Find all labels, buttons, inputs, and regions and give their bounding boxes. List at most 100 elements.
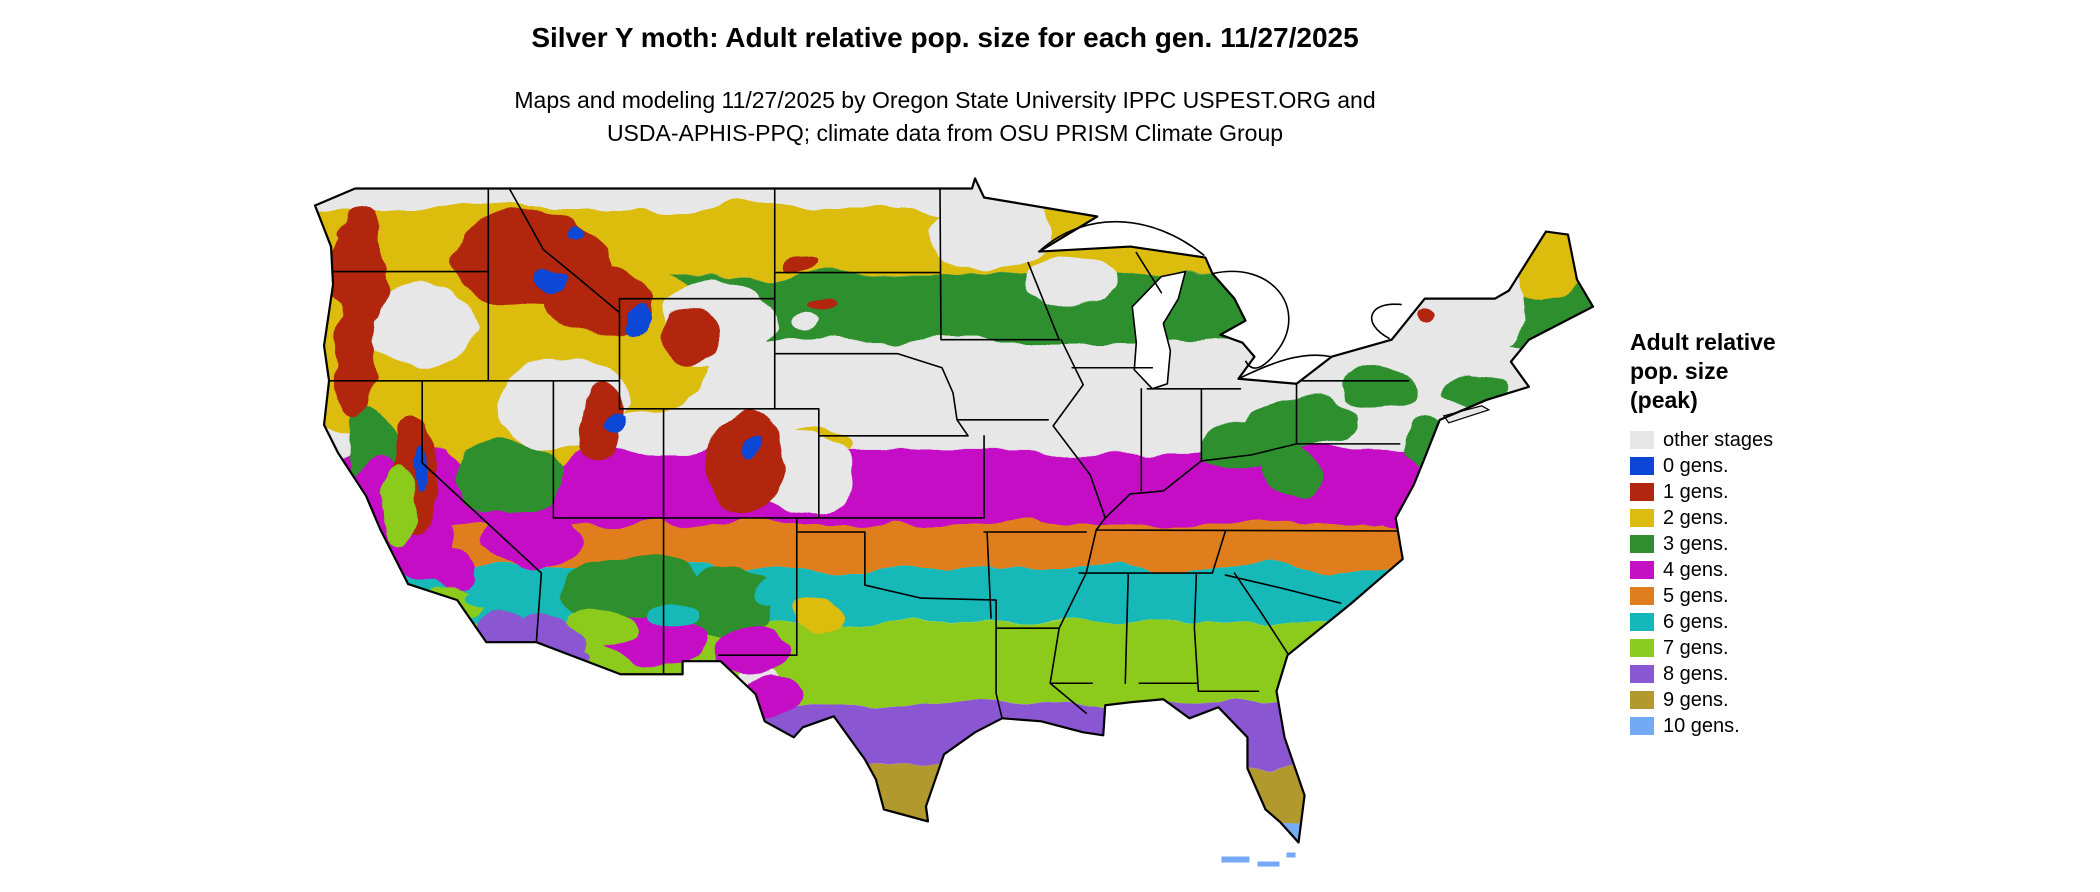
legend-row: 0 gens.: [1630, 453, 1860, 479]
terrain-patch: [647, 478, 714, 527]
legend-row: 3 gens.: [1630, 531, 1860, 557]
legend-row: 9 gens.: [1630, 687, 1860, 713]
legend-label: 1 gens.: [1663, 481, 1729, 503]
terrain-patch: [1026, 254, 1117, 311]
legend-swatch: [1630, 691, 1654, 709]
legend-row: 2 gens.: [1630, 505, 1860, 531]
legend-row: 4 gens.: [1630, 557, 1860, 583]
terrain-patch: [795, 595, 846, 632]
terrain-patch: [930, 194, 1052, 271]
terrain-patch: [1257, 861, 1280, 867]
terrain-patch: [624, 309, 653, 332]
band-other-north: [315, 178, 1593, 209]
legend-row: 8 gens.: [1630, 661, 1860, 687]
legend-swatch: [1630, 717, 1654, 735]
terrain-patch: [743, 443, 762, 466]
terrain-patch: [782, 254, 819, 271]
terrain-patch: [338, 302, 379, 413]
generation-color-fields: [315, 178, 1593, 843]
terrain-patch: [806, 295, 835, 310]
terrain-patch: [705, 417, 786, 518]
terrain-patch: [409, 452, 424, 489]
legend-row: 6 gens.: [1630, 609, 1860, 635]
terrain-patch: [1261, 447, 1322, 498]
legend-row: 5 gens.: [1630, 583, 1860, 609]
terrain-patch: [648, 599, 697, 628]
terrain-patch: [1341, 367, 1422, 408]
legend-swatch: [1630, 561, 1654, 579]
subtitle-line-2: USDA-APHIS-PPQ; climate data from OSU PR…: [606, 120, 1284, 146]
legend-swatch: [1630, 509, 1654, 527]
great-lakes-shorelines: [1040, 220, 1402, 380]
band-9-gens: [315, 763, 1593, 824]
legend-swatch: [1630, 431, 1654, 449]
terrain-patch: [464, 580, 501, 607]
terrain-patch: [742, 675, 799, 712]
terrain-patch: [333, 225, 358, 244]
band-8-gens: [315, 703, 1593, 764]
legend-swatch: [1630, 613, 1654, 631]
florida-keys: [1221, 852, 1296, 867]
legend-swatch: [1630, 639, 1654, 657]
legend-swatch: [1630, 457, 1654, 475]
terrain-patch: [1543, 207, 1560, 218]
terrain-patch: [475, 609, 520, 644]
terrain-patch: [570, 224, 591, 241]
legend-row: other stages: [1630, 427, 1860, 453]
legend-swatch: [1630, 587, 1654, 605]
band-10-gens: [315, 823, 1593, 843]
terrain-patch: [758, 580, 799, 607]
legend-row: 1 gens.: [1630, 479, 1860, 505]
legend-label: 5 gens.: [1663, 585, 1729, 607]
legend-title: Adult relative pop. size (peak): [1630, 329, 1776, 413]
legend-swatch: [1630, 535, 1654, 553]
terrain-patch: [1448, 373, 1505, 402]
legend-label: 4 gens.: [1663, 559, 1729, 581]
terrain-patch: [791, 312, 820, 333]
terrain-patch: [484, 512, 581, 570]
us-outline: [313, 177, 1595, 844]
terrain-patch: [383, 464, 412, 546]
terrain-patch: [502, 656, 535, 675]
legend-label: 9 gens.: [1663, 689, 1729, 711]
us-generations-map: [313, 177, 1595, 867]
legend-row: 10 gens.: [1630, 713, 1860, 739]
terrain-patch: [1491, 204, 1592, 301]
terrain-patch: [664, 308, 721, 361]
legend-label: 8 gens.: [1663, 663, 1729, 685]
legend-row: 7 gens.: [1630, 635, 1860, 661]
legend: Adult relative pop. size (peak) other st…: [1630, 328, 1860, 739]
terrain-patch: [1413, 306, 1434, 323]
terrain-patch: [1406, 417, 1447, 468]
legend-swatch: [1630, 665, 1654, 683]
figure-subtitle: Maps and modeling 11/27/2025 by Oregon S…: [0, 84, 1890, 150]
subtitle-line-1: Maps and modeling 11/27/2025 by Oregon S…: [514, 87, 1376, 113]
terrain-patch: [682, 565, 779, 642]
state-borders: [328, 187, 1410, 720]
terrain-patch: [455, 439, 566, 516]
legend-label: 3 gens.: [1663, 533, 1729, 555]
legend-label: other stages: [1663, 429, 1774, 451]
legend-rows: other stages 0 gens. 1 gens. 2 gens. 3 g…: [1630, 427, 1860, 739]
legend-label: 6 gens.: [1663, 611, 1729, 633]
terrain-patch: [1201, 419, 1282, 470]
terrain-patch: [425, 550, 476, 587]
terrain-patch: [543, 663, 568, 678]
terrain-patch: [1286, 852, 1296, 858]
legend-label: 2 gens.: [1663, 507, 1729, 529]
map-fill-layer: [315, 178, 1593, 843]
terrain-patch: [579, 389, 624, 466]
legend-swatch: [1630, 483, 1654, 501]
legend-label: 0 gens.: [1663, 455, 1729, 477]
long-island: [1442, 405, 1491, 424]
terrain-patch: [1221, 856, 1250, 863]
legend-label: 10 gens.: [1663, 715, 1740, 737]
terrain-patch: [538, 271, 563, 290]
terrain-patch: [608, 416, 629, 433]
legend-label: 7 gens.: [1663, 637, 1729, 659]
terrain-patch: [360, 282, 481, 363]
figure-title: Silver Y moth: Adult relative pop. size …: [531, 22, 1359, 53]
terrain-patch: [714, 629, 791, 674]
terrain-patch: [1469, 262, 1514, 293]
